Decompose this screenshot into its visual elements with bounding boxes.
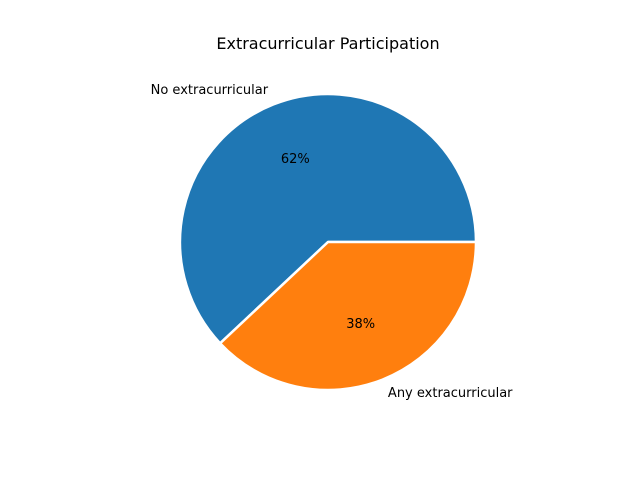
slice-percent-2: 38% [346, 317, 375, 332]
chart-title: Extracurricular Participation [216, 34, 439, 53]
pie-slice-1 [178, 92, 478, 345]
slice-label-1: No extracurricular [151, 83, 269, 98]
pie-slice-2 [218, 240, 478, 392]
slice-percent-1: 62% [281, 152, 310, 167]
slices-group [178, 92, 478, 392]
slice-label-2: Any extracurricular [388, 386, 513, 401]
labels-group: No extracurricular 62% Any extracurricular… [151, 83, 514, 401]
